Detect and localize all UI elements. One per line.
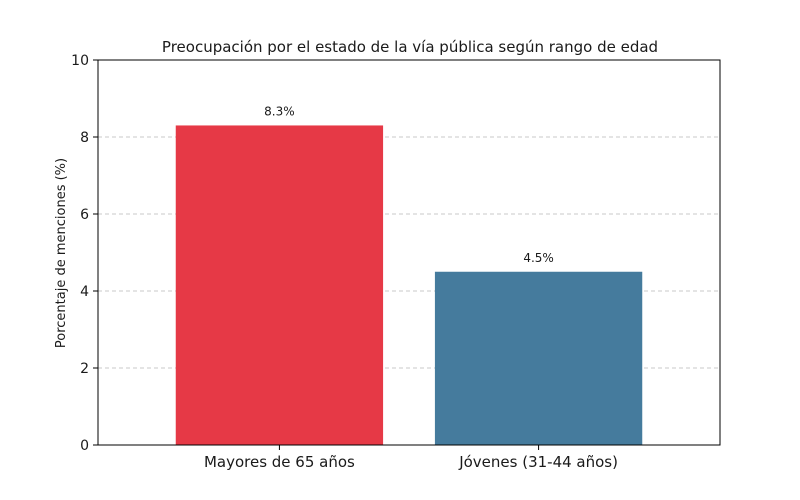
y-tick-label: 6 bbox=[80, 207, 89, 223]
bar bbox=[434, 271, 643, 445]
bar-value-label: 4.5% bbox=[523, 251, 554, 265]
x-tick-label: Mayores de 65 años bbox=[204, 453, 355, 471]
y-axis-label: Porcentaje de menciones (%) bbox=[54, 158, 69, 348]
y-tick-label: 0 bbox=[80, 438, 89, 454]
bar-value-label: 8.3% bbox=[264, 104, 295, 118]
x-tick-label: Jóvenes (31-44 años) bbox=[458, 453, 618, 471]
bars bbox=[175, 125, 643, 445]
plot-frame bbox=[97, 59, 721, 446]
x-axis-ticks: Mayores de 65 años Jóvenes (31-44 años) bbox=[204, 445, 618, 471]
y-axis-ticks: 0 2 4 6 8 10 bbox=[71, 53, 98, 454]
y-tick-label: 4 bbox=[80, 284, 89, 300]
y-tick-label: 8 bbox=[80, 130, 89, 146]
y-tick-label: 10 bbox=[71, 53, 89, 69]
bar bbox=[175, 125, 384, 445]
chart-title: Preocupación por el estado de la vía púb… bbox=[162, 38, 658, 56]
y-tick-label: 2 bbox=[80, 361, 89, 377]
data-labels: 8.3% 4.5% bbox=[264, 104, 554, 264]
